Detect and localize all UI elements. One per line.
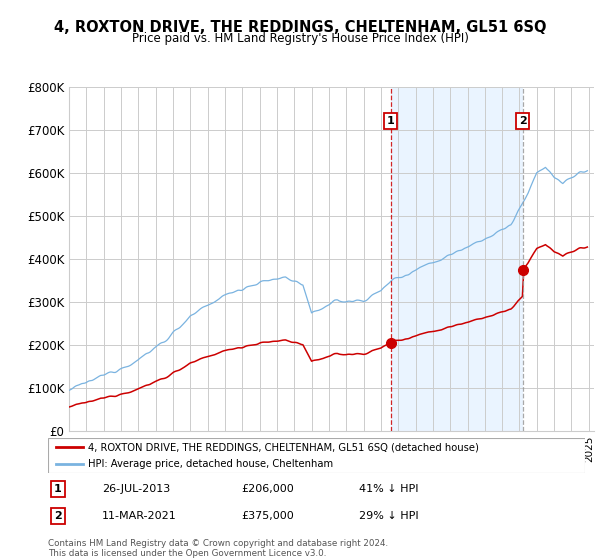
Text: 2: 2 [54, 511, 62, 521]
Text: Contains HM Land Registry data © Crown copyright and database right 2024.
This d: Contains HM Land Registry data © Crown c… [48, 539, 388, 558]
Text: £375,000: £375,000 [241, 511, 294, 521]
Text: 1: 1 [387, 116, 395, 126]
Bar [391, 87, 523, 431]
Text: 2: 2 [519, 116, 527, 126]
Text: £206,000: £206,000 [241, 484, 294, 494]
Text: HPI: Average price, detached house, Cheltenham: HPI: Average price, detached house, Chel… [88, 459, 334, 469]
Text: 4, ROXTON DRIVE, THE REDDINGS, CHELTENHAM, GL51 6SQ: 4, ROXTON DRIVE, THE REDDINGS, CHELTENHA… [54, 20, 546, 35]
FancyBboxPatch shape [48, 438, 585, 473]
Text: 26-JUL-2013: 26-JUL-2013 [102, 484, 170, 494]
Text: Price paid vs. HM Land Registry's House Price Index (HPI): Price paid vs. HM Land Registry's House … [131, 32, 469, 45]
Text: 29% ↓ HPI: 29% ↓ HPI [359, 511, 419, 521]
Text: 1: 1 [54, 484, 62, 494]
Text: 4, ROXTON DRIVE, THE REDDINGS, CHELTENHAM, GL51 6SQ (detached house): 4, ROXTON DRIVE, THE REDDINGS, CHELTENHA… [88, 442, 479, 452]
Text: 41% ↓ HPI: 41% ↓ HPI [359, 484, 419, 494]
Text: 11-MAR-2021: 11-MAR-2021 [102, 511, 176, 521]
